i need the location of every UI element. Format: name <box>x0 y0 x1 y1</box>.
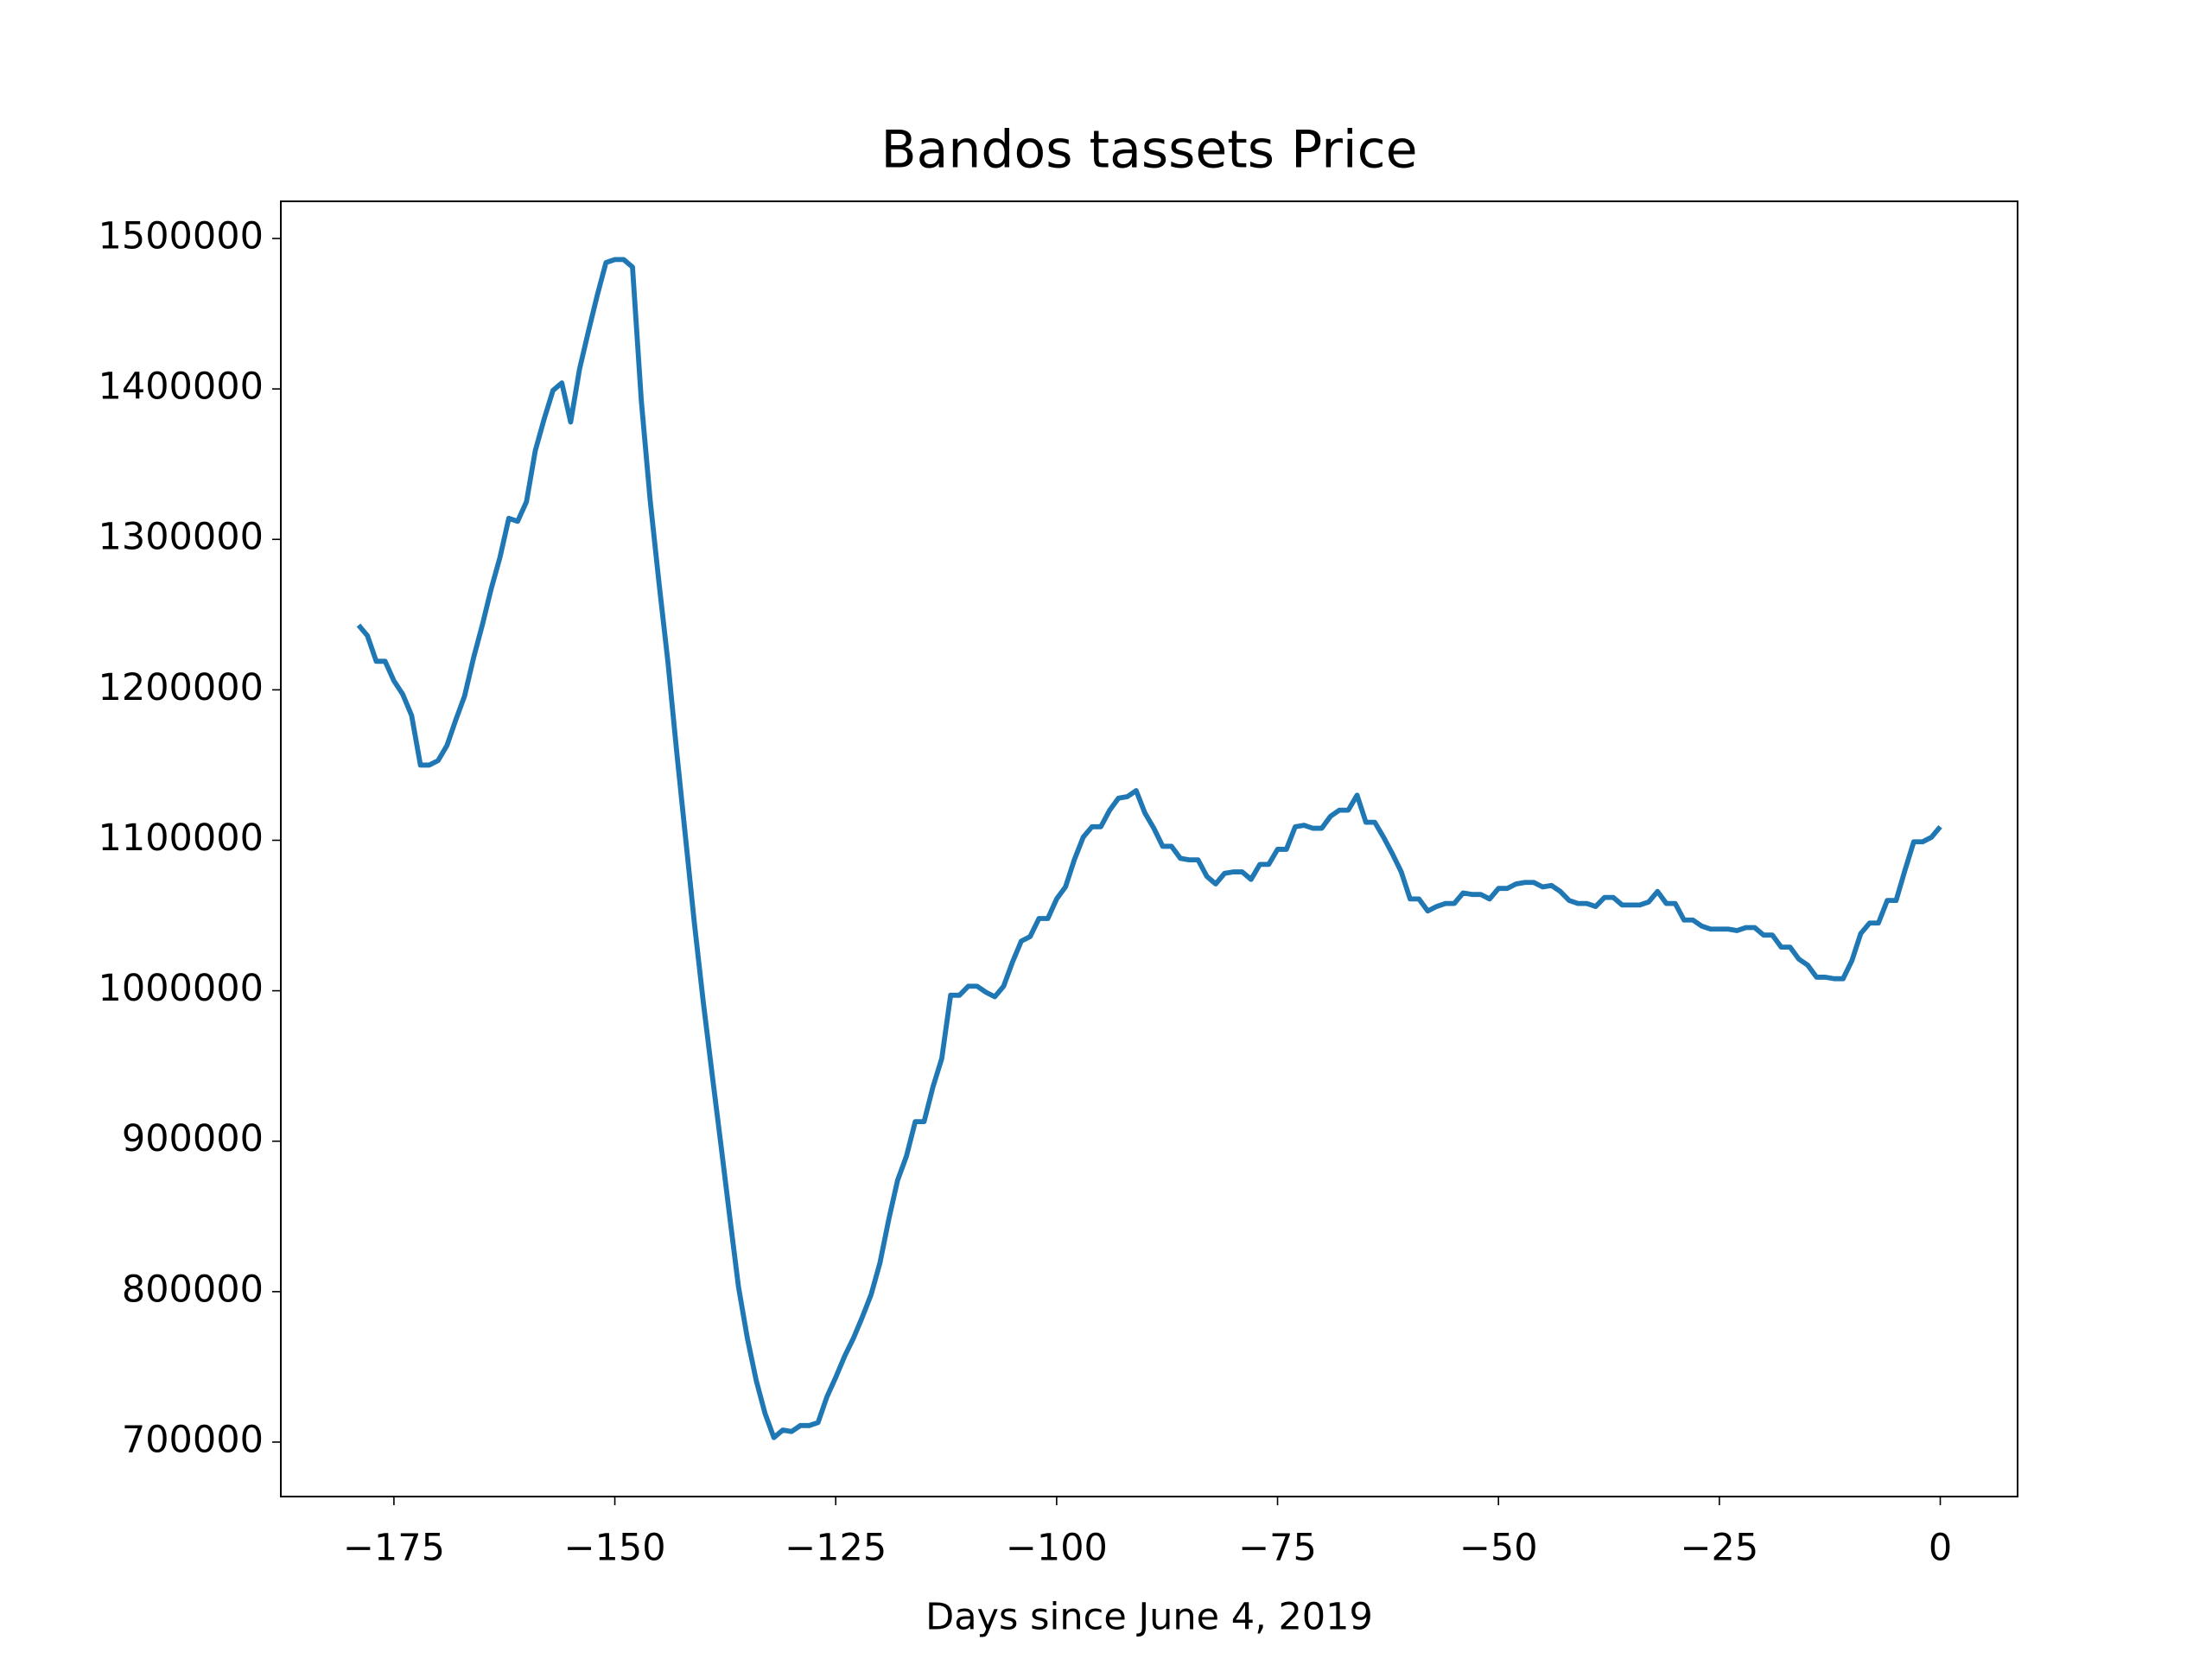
y-tick-label: 1100000 <box>98 817 264 860</box>
chart-title: Bandos tassets Price <box>880 120 1417 181</box>
x-tick-label: −150 <box>564 1527 666 1570</box>
y-tick-label: 1500000 <box>98 215 264 258</box>
x-tick-label: −175 <box>343 1527 445 1570</box>
y-tick-label: 1000000 <box>98 967 264 1010</box>
x-axis-label: Days since June 4, 2019 <box>925 1596 1373 1639</box>
x-tick-label: −50 <box>1459 1527 1538 1570</box>
price-line <box>356 257 1942 1440</box>
y-tick-label: 700000 <box>122 1418 264 1461</box>
x-tick-label: −25 <box>1680 1527 1758 1570</box>
y-tick-label: 1400000 <box>98 365 264 409</box>
y-tick-label: 900000 <box>122 1117 264 1160</box>
x-tick-label: −125 <box>785 1527 887 1570</box>
x-tick-label: −100 <box>1006 1527 1108 1570</box>
plot-frame <box>280 200 2018 1497</box>
y-tick-label: 1200000 <box>98 666 264 709</box>
x-tick-label: 0 <box>1929 1527 1952 1570</box>
y-tick-label: 800000 <box>122 1268 264 1311</box>
y-tick-label: 1300000 <box>98 516 264 559</box>
x-tick-label: −75 <box>1238 1527 1317 1570</box>
